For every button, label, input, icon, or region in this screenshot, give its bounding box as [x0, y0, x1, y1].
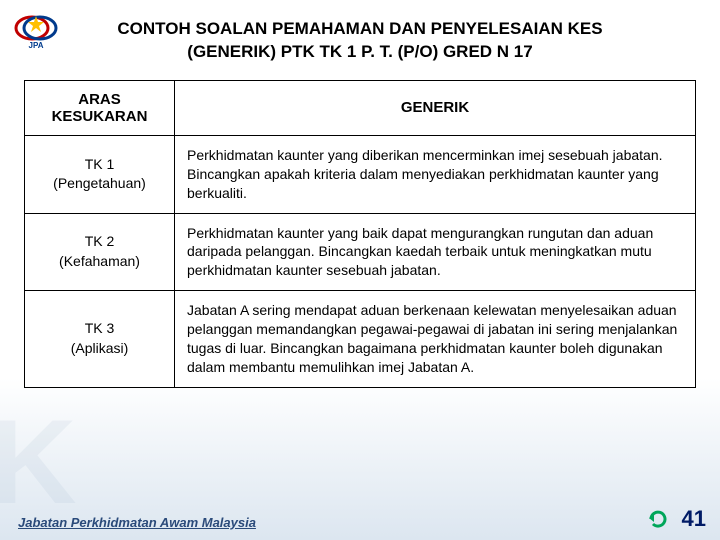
level-cell: TK 2 (Kefahaman) — [25, 213, 175, 291]
title-line-2: (GENERIK) PTK TK 1 P. T. (P/O) GRED N 17 — [187, 42, 532, 61]
footer-org-name: Jabatan Perkhidmatan Awam Malaysia — [18, 515, 256, 530]
content-table: ARAS KESUKARAN GENERIK TK 1 (Pengetahuan… — [24, 80, 696, 388]
desc-cell: Perkhidmatan kaunter yang baik dapat men… — [175, 213, 696, 291]
content-table-wrapper: ARAS KESUKARAN GENERIK TK 1 (Pengetahuan… — [0, 76, 720, 388]
background-watermark: K — [0, 414, 77, 510]
table-row: TK 1 (Pengetahuan) Perkhidmatan kaunter … — [25, 135, 696, 213]
header-aras-kesukaran: ARAS KESUKARAN — [25, 80, 175, 135]
level-label: (Kefahaman) — [59, 253, 140, 269]
desc-cell: Jabatan A sering mendapat aduan berkenaa… — [175, 291, 696, 388]
level-code: TK 2 — [85, 233, 115, 249]
level-label: (Aplikasi) — [71, 340, 129, 356]
table-row: TK 3 (Aplikasi) Jabatan A sering mendapa… — [25, 291, 696, 388]
slide-title: CONTOH SOALAN PEMAHAMAN DAN PENYELESAIAN… — [0, 0, 720, 76]
level-cell: TK 3 (Aplikasi) — [25, 291, 175, 388]
table-header-row: ARAS KESUKARAN GENERIK — [25, 80, 696, 135]
level-cell: TK 1 (Pengetahuan) — [25, 135, 175, 213]
svg-text:JPA: JPA — [29, 41, 44, 50]
level-code: TK 1 — [85, 156, 115, 172]
level-label: (Pengetahuan) — [53, 175, 146, 191]
table-row: TK 2 (Kefahaman) Perkhidmatan kaunter ya… — [25, 213, 696, 291]
level-code: TK 3 — [85, 320, 115, 336]
page-number: 41 — [682, 506, 706, 532]
desc-cell: Perkhidmatan kaunter yang diberikan menc… — [175, 135, 696, 213]
header-generik: GENERIK — [175, 80, 696, 135]
title-line-1: CONTOH SOALAN PEMAHAMAN DAN PENYELESAIAN… — [117, 19, 602, 38]
jpa-logo: JPA — [12, 10, 60, 50]
nav-refresh-icon[interactable] — [648, 510, 668, 528]
